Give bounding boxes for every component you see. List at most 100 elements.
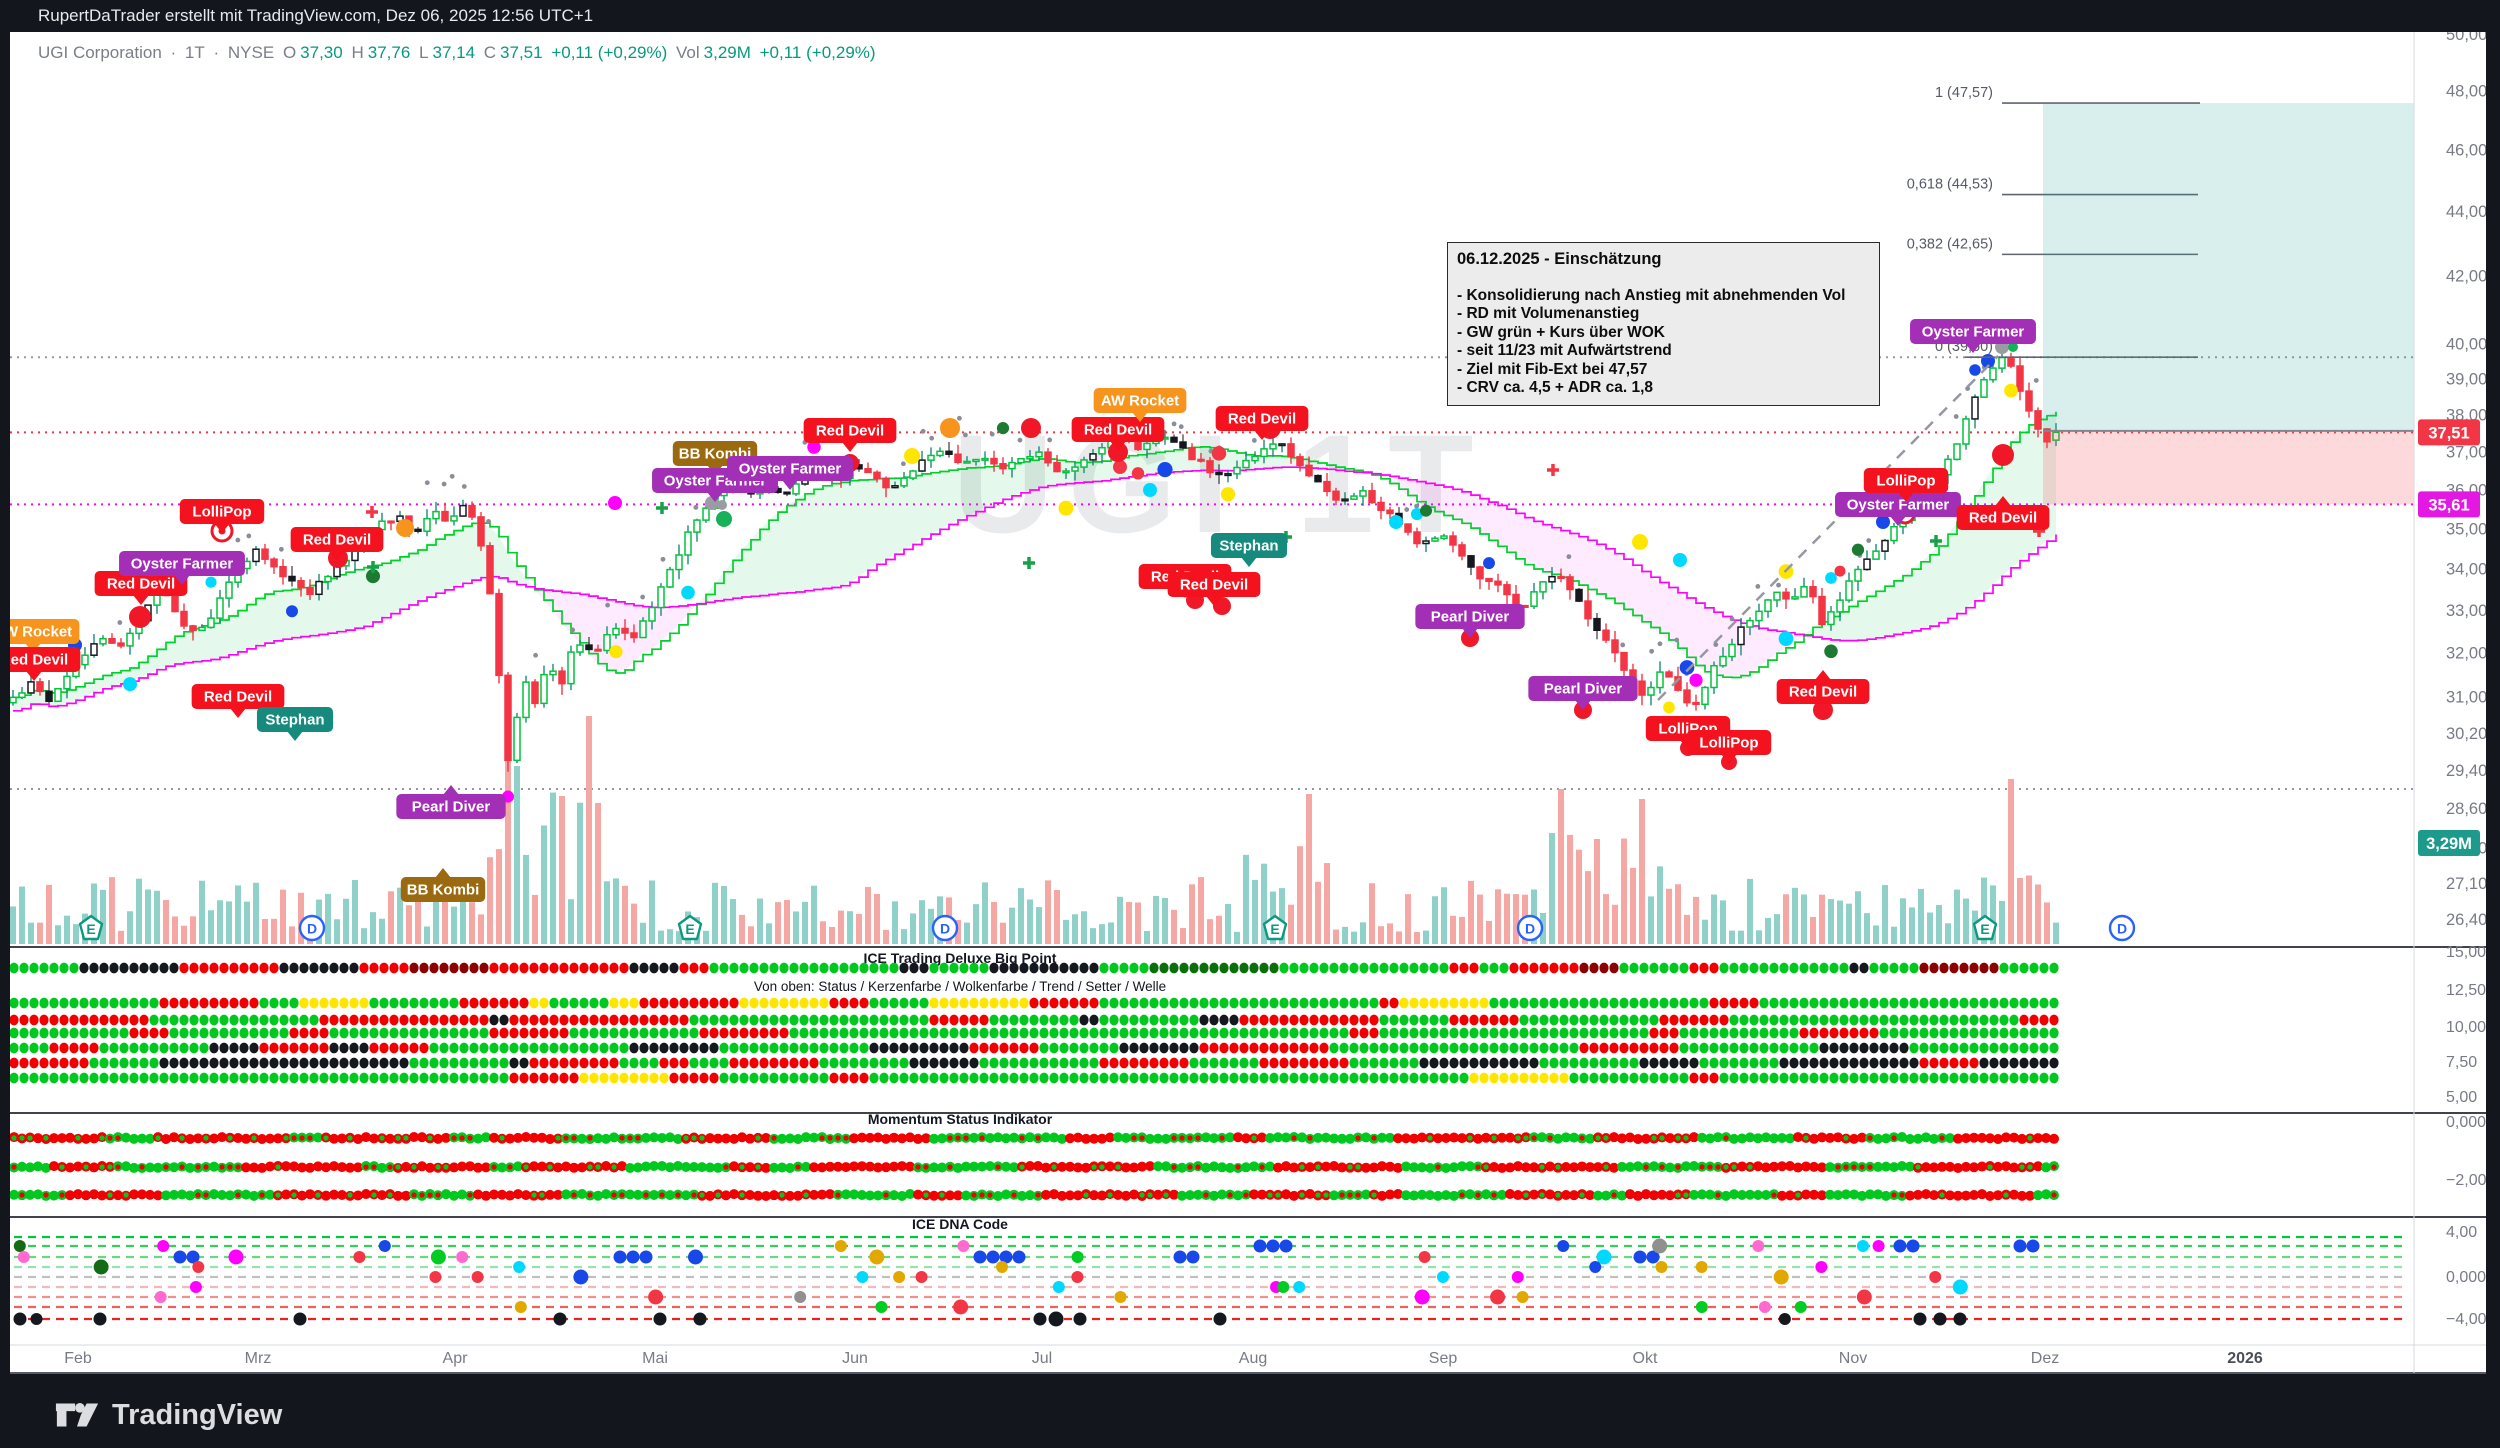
svg-text:33,00: 33,00 bbox=[2446, 602, 2486, 620]
svg-text:LolliPop: LolliPop bbox=[1876, 473, 1935, 490]
signal-labels: AW Rocket Red Devil Red Devil Oyster Farmer… bbox=[10, 319, 2050, 902]
note-line: - CRV ca. 4,5 + ADR ca. 1,8 bbox=[1457, 379, 1653, 396]
svg-text:Apr: Apr bbox=[443, 1350, 469, 1367]
svg-text:35,61: 35,61 bbox=[2428, 496, 2469, 514]
svg-text:48,00: 48,00 bbox=[2446, 83, 2486, 101]
axis-badge bbox=[2418, 419, 2480, 446]
signal-label[interactable]: LolliPop bbox=[179, 499, 265, 533]
note-line: - seit 11/23 mit Aufwärtstrend bbox=[1457, 342, 1672, 359]
svg-text:Feb: Feb bbox=[64, 1350, 92, 1367]
signal-label[interactable]: Red Devil bbox=[191, 684, 285, 718]
svg-text:7,50: 7,50 bbox=[2446, 1054, 2477, 1071]
signal-label[interactable]: AW Rocket bbox=[1093, 388, 1187, 422]
svg-text:Mai: Mai bbox=[642, 1350, 668, 1367]
earnings-icon bbox=[1262, 914, 1288, 941]
signal-label[interactable]: Red Devil bbox=[290, 527, 384, 561]
signal-label[interactable]: BB Kombi bbox=[400, 868, 486, 902]
position-tool[interactable] bbox=[2043, 103, 2414, 505]
main-chart-canvas[interactable]: UGI 1T1 (47,57)0,618 (44,53)0,382 (42,65… bbox=[10, 32, 2486, 1374]
svg-text:Oyster Farmer: Oyster Farmer bbox=[131, 556, 234, 573]
exchange: NYSE bbox=[227, 43, 275, 62]
svg-text:37,51: 37,51 bbox=[2428, 424, 2469, 442]
svg-text:0,0000: 0,0000 bbox=[2446, 1114, 2486, 1131]
signal-label[interactable]: Red Devil bbox=[1071, 417, 1165, 451]
signal-label[interactable]: LolliPop bbox=[1686, 730, 1772, 764]
trendline[interactable] bbox=[1657, 355, 1999, 701]
tradingview-logo[interactable]: TradingView bbox=[54, 1392, 282, 1438]
signal-label[interactable]: Red Devil bbox=[1776, 670, 1870, 704]
svg-text:E: E bbox=[685, 921, 694, 937]
signal-label[interactable]: Red Devil bbox=[94, 571, 188, 605]
svg-text:Pearl Diver: Pearl Diver bbox=[412, 799, 491, 816]
fib-extension[interactable]: 1 (47,57)0,618 (44,53)0,382 (42,65)0 (39… bbox=[1907, 85, 2200, 359]
svg-text:2026: 2026 bbox=[2227, 1350, 2263, 1367]
analysis-note[interactable]: 06.12.2025 - Einschätzung - Konsolidieru… bbox=[1447, 242, 1880, 406]
svg-text:LolliPop: LolliPop bbox=[192, 504, 251, 521]
volume-change: +0,11 (+0,29%) bbox=[759, 43, 876, 62]
chart-panel[interactable]: UGI 1T 1 (47,57) 0,618 (44,53) 0,382 (42,65… bbox=[10, 32, 2486, 1374]
svg-text:Pearl Diver: Pearl Diver bbox=[1544, 681, 1623, 698]
svg-text:0,618 (44,53): 0,618 (44,53) bbox=[1907, 177, 1993, 193]
svg-text:15,00: 15,00 bbox=[2446, 944, 2486, 961]
tradingview-logo-text: TradingView bbox=[112, 1398, 283, 1431]
svg-text:−2,00: −2,00 bbox=[2446, 1172, 2486, 1189]
signal-label[interactable]: Stephan bbox=[1210, 533, 1288, 567]
signal-label[interactable]: Pearl Diver bbox=[396, 785, 506, 819]
high-value: 37,76 bbox=[367, 43, 411, 62]
legend-separator: · bbox=[213, 43, 220, 62]
svg-text:Red Devil: Red Devil bbox=[1180, 577, 1248, 594]
svg-text:Dez: Dez bbox=[2031, 1350, 2059, 1367]
signal-label[interactable]: Red Devil bbox=[10, 647, 81, 681]
attribution-text: RupertDaTrader erstellt mit TradingView.… bbox=[38, 6, 594, 25]
svg-text:50,00: 50,00 bbox=[2446, 32, 2486, 44]
symbol-legend[interactable]: UGI Corporation · 1T · NYSE O 37,30 H 37,7… bbox=[38, 43, 880, 63]
svg-text:E: E bbox=[1270, 921, 1279, 937]
svg-text:Red Devil: Red Devil bbox=[1969, 510, 2037, 527]
svg-text:E: E bbox=[86, 921, 95, 937]
signal-label[interactable]: Oyster Farmer bbox=[1835, 492, 1961, 526]
pane-dna-code: ICE DNA Code 4,00 0,0000 −4,00 bbox=[13, 1216, 2486, 1328]
svg-text:10,00: 10,00 bbox=[2446, 1019, 2486, 1036]
svg-text:Oyster Farmer: Oyster Farmer bbox=[1847, 497, 1950, 514]
svg-text:40,00: 40,00 bbox=[2446, 335, 2486, 353]
signal-label[interactable]: Red Devil bbox=[1956, 496, 2050, 530]
signal-label[interactable]: Oyster Farmer bbox=[119, 551, 245, 585]
legend-separator: · bbox=[170, 43, 177, 62]
price-axis[interactable]: 50,0048,0046,0044,0042,0040,0039,0038,00… bbox=[2418, 32, 2486, 929]
svg-text:Jul: Jul bbox=[1032, 1350, 1052, 1367]
pane-momentum: Momentum Status Indikator 0,0000 −2,00 bbox=[10, 1111, 2486, 1201]
svg-text:Oyster Farmer: Oyster Farmer bbox=[739, 461, 842, 478]
dividend-icon bbox=[2108, 914, 2136, 942]
signal-label[interactable]: Oyster Farmer bbox=[1910, 319, 2036, 353]
svg-text:D: D bbox=[1525, 921, 1535, 937]
svg-text:3,29M: 3,29M bbox=[2426, 835, 2472, 853]
signal-label[interactable]: Pearl Diver bbox=[1415, 604, 1525, 638]
signal-label[interactable]: LolliPop bbox=[1863, 468, 1949, 502]
svg-text:AW Rocket: AW Rocket bbox=[10, 624, 72, 641]
open-value: 37,30 bbox=[300, 43, 343, 62]
svg-text:5,00: 5,00 bbox=[2446, 1089, 2477, 1106]
svg-text:Red Devil: Red Devil bbox=[1084, 422, 1152, 439]
signal-label[interactable]: AW Rocket bbox=[10, 619, 80, 653]
time-axis[interactable]: Feb Mrz Apr Mai Jun Jul Aug Sep Okt Nov Dez 2026 bbox=[64, 1350, 2263, 1367]
signal-label[interactable]: Red Devil bbox=[1215, 406, 1309, 440]
signal-label[interactable]: Oyster Farmer bbox=[727, 456, 853, 490]
signal-label[interactable]: Pearl Diver bbox=[1528, 676, 1638, 710]
svg-text:Sep: Sep bbox=[1429, 1350, 1458, 1367]
svg-text:BB Kombi: BB Kombi bbox=[407, 882, 480, 899]
dividend-icon bbox=[298, 914, 326, 942]
svg-text:Von oben: Status / Kerzenfarbe: Von oben: Status / Kerzenfarbe / Wolkenf… bbox=[754, 979, 1166, 994]
close-label: C bbox=[483, 43, 497, 62]
svg-text:D: D bbox=[307, 921, 317, 937]
event-markers[interactable]: E E E ED D D D bbox=[78, 914, 2136, 942]
dividend-icon bbox=[1516, 914, 1544, 942]
signal-label[interactable]: Stephan bbox=[256, 707, 334, 741]
svg-text:44,00: 44,00 bbox=[2446, 203, 2486, 221]
svg-text:D: D bbox=[940, 921, 950, 937]
signal-label[interactable]: Red Devil bbox=[803, 418, 897, 452]
svg-text:Red Devil: Red Devil bbox=[1228, 411, 1296, 428]
volume-value: 3,29M bbox=[703, 43, 751, 62]
note-line: - Konsolidierung nach Anstieg mit abnehm… bbox=[1457, 286, 1846, 304]
signal-label[interactable]: Red Devil bbox=[1167, 572, 1261, 606]
